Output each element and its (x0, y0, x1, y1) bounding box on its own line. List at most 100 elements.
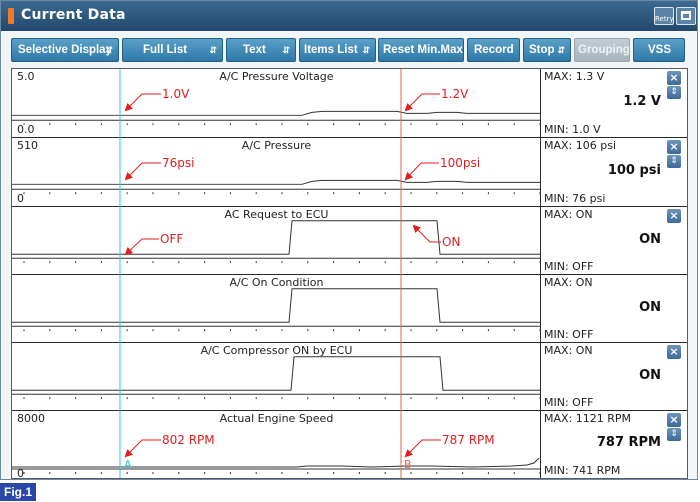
retry-button[interactable]: Retry (654, 7, 674, 25)
signal-line (12, 457, 540, 468)
title-bar: Current Data Retry (1, 1, 697, 31)
panel-ac-on-condition: A/C On Condition MAX: ON ON MIN: OFF (12, 275, 687, 343)
signal-line (12, 179, 541, 185)
current-value: 1.2 V (623, 94, 661, 109)
stop-label: Stop (529, 44, 555, 56)
selective-display-label: Selective Display (18, 44, 112, 56)
full-list-label: Full List (143, 44, 188, 56)
graph-svg (12, 288, 541, 332)
record-button[interactable]: Record (467, 38, 520, 62)
max-value: MAX: ON (544, 276, 593, 289)
max-value: MAX: 1.3 V (544, 70, 605, 83)
min-value: MIN: 741 RPM (544, 464, 621, 477)
items-list-label: Items List (304, 44, 358, 56)
graph-area: A/C Compressor ON by ECU (12, 343, 541, 410)
min-value: MIN: OFF (544, 260, 594, 273)
signal-line (12, 356, 541, 391)
annotation-b: 1.2V (441, 87, 469, 101)
panel-ac-pressure: A/C Pressure 510 0 76psi 100psi MAX: 106… (12, 138, 687, 207)
tick-marks (23, 192, 541, 195)
vss-button[interactable]: VSS (633, 38, 685, 62)
signal-line (12, 220, 541, 255)
maximize-icon (681, 11, 691, 20)
y-max-label: 5.0 (17, 70, 35, 83)
y-min-label: 0.0 (17, 123, 35, 136)
tick-marks (23, 397, 541, 400)
panel-ac-compressor-on-by-ecu: A/C Compressor ON by ECU MAX: ON ON MIN:… (12, 343, 687, 411)
value-side-panel: MAX: 106 psi 100 psi MIN: 76 psi × ⇕ (541, 138, 687, 206)
window-title: Current Data (21, 7, 126, 23)
close-panel-button[interactable]: × (667, 209, 681, 223)
current-value: ON (639, 232, 661, 247)
graph-svg (12, 220, 541, 264)
current-value: ON (639, 300, 661, 315)
updown-icon: ⇵ (105, 45, 113, 55)
close-panel-button[interactable]: × (667, 413, 681, 427)
current-data-window: Current Data Retry Selective Display ⇵ Fu… (0, 0, 698, 480)
max-value: MAX: ON (544, 208, 593, 221)
move-panel-button[interactable]: ⇕ (667, 155, 681, 168)
text-label: Text (243, 44, 266, 56)
graph-area: A/C Pressure 510 0 76psi 100psi (12, 138, 541, 206)
grouping-button[interactable]: Grouping (574, 38, 630, 62)
value-side-panel: MAX: 1121 RPM 787 RPM MIN: 741 RPM × ⇕ (541, 411, 687, 478)
current-value: 787 RPM (596, 435, 661, 450)
panel-ac-pressure-voltage: A/C Pressure Voltage 5.0 0.0 1.0V 1.2V M… (12, 69, 687, 138)
graph-area: A/C On Condition (12, 275, 541, 342)
panel-title: A/C Pressure (241, 139, 312, 152)
graph-area: AC Request to ECU OFF ON (12, 207, 541, 274)
grouping-label: Grouping (578, 44, 630, 56)
vss-label: VSS (648, 44, 672, 56)
updown-icon: ⇵ (282, 45, 290, 55)
graph-area: Actual Engine Speed 8000 0 802 RPM 787 R… (12, 411, 541, 480)
signal-line (12, 288, 541, 323)
record-label: Record (474, 44, 514, 56)
graph-svg (12, 356, 541, 400)
value-side-panel: MAX: ON ON MIN: OFF × (541, 343, 687, 410)
title-grip-icon (8, 8, 14, 24)
annotation-b: 787 RPM (442, 433, 495, 447)
move-panel-button[interactable]: ⇕ (667, 428, 681, 441)
close-panel-button[interactable]: × (667, 345, 681, 359)
max-value: MAX: ON (544, 344, 593, 357)
y-min-label: 0 (17, 467, 24, 480)
cursor-a-label: A (124, 458, 132, 471)
panel-title: A/C On Condition (229, 276, 324, 289)
graph-svg (12, 457, 541, 474)
figure-label: Fig.1 (0, 483, 37, 501)
min-value: MIN: OFF (544, 328, 594, 341)
items-list-dropdown[interactable]: Items List ⇵ (299, 38, 376, 62)
panel-ac-request-to-ecu: AC Request to ECU OFF ON MAX: ON ON MIN:… (12, 207, 687, 275)
panel-title: A/C Compressor ON by ECU (200, 344, 353, 357)
graph-area: A/C Pressure Voltage 5.0 0.0 1.0V 1.2V (12, 69, 541, 137)
updown-icon: ⇵ (557, 45, 565, 55)
tick-marks (23, 261, 541, 264)
move-panel-button[interactable]: ⇕ (667, 86, 681, 99)
tick-marks (23, 472, 541, 474)
stop-dropdown[interactable]: Stop ⇵ (523, 38, 571, 62)
annotation-a: 76psi (162, 156, 195, 170)
full-list-dropdown[interactable]: Full List ⇵ (122, 38, 223, 62)
graph-svg (12, 179, 541, 195)
maximize-button[interactable] (676, 7, 696, 25)
panel-title: A/C Pressure Voltage (219, 70, 334, 83)
tick-marks (23, 329, 541, 332)
min-value: MIN: 76 psi (544, 192, 606, 205)
panel-title: Actual Engine Speed (219, 412, 334, 425)
annotation-a: 802 RPM (162, 433, 215, 447)
annotation-a: 1.0V (162, 87, 190, 101)
y-max-label: 510 (17, 139, 38, 152)
signal-line (12, 110, 541, 116)
toolbar: Selective Display ⇵ Full List ⇵ Text ⇵ Item… (11, 38, 697, 62)
y-min-label: 0 (17, 192, 24, 205)
value-side-panel: MAX: 1.3 V 1.2 V MIN: 1.0 V × ⇕ (541, 69, 687, 137)
close-panel-button[interactable]: × (667, 71, 681, 85)
reset-min-max-button[interactable]: Reset Min.Max (378, 38, 464, 62)
text-dropdown[interactable]: Text ⇵ (226, 38, 296, 62)
selective-display-dropdown[interactable]: Selective Display ⇵ (11, 38, 119, 62)
updown-icon: ⇵ (209, 45, 217, 55)
updown-icon: ⇵ (362, 45, 370, 55)
close-panel-button[interactable]: × (667, 140, 681, 154)
tick-marks (23, 123, 541, 126)
current-value: 100 psi (607, 163, 661, 178)
